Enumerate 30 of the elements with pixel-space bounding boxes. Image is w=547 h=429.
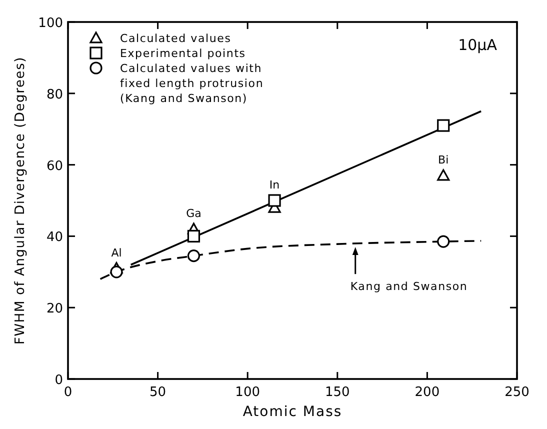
x-tick-label: 0 bbox=[64, 385, 72, 400]
annotation: Ga bbox=[186, 207, 202, 220]
annotation: 10μA bbox=[458, 36, 498, 54]
annotation: In bbox=[269, 178, 280, 192]
y-tick-label: 20 bbox=[46, 302, 63, 317]
point bbox=[268, 194, 281, 207]
y-tick-label: 100 bbox=[38, 16, 63, 31]
point bbox=[437, 169, 450, 181]
point bbox=[437, 235, 450, 248]
y-axis-title: FWHM of Angular Divergence (Degrees) bbox=[13, 56, 28, 345]
x-tick-label: 200 bbox=[414, 385, 440, 400]
x-tick-label: 250 bbox=[504, 385, 530, 400]
x-axis-title: Atomic Mass bbox=[242, 404, 342, 420]
annotation: Al bbox=[111, 246, 122, 260]
x-tick-label: 50 bbox=[150, 385, 166, 400]
x-tick-label: 100 bbox=[235, 385, 260, 400]
point bbox=[437, 119, 450, 132]
y-tick-label: 60 bbox=[46, 158, 63, 174]
annotation: Kang and Swanson bbox=[350, 280, 468, 294]
legend-label: Calculated values bbox=[120, 32, 232, 45]
point bbox=[187, 230, 200, 242]
y-tick-label: 40 bbox=[46, 230, 63, 246]
point bbox=[110, 266, 123, 278]
legend-label: Calculated values with fixed length protrusion (Kang and Swanson) bbox=[120, 62, 264, 105]
y-tick-label: 80 bbox=[46, 87, 63, 102]
y-tick-label: 0 bbox=[54, 373, 63, 388]
point bbox=[187, 250, 200, 262]
x-tick-label: 150 bbox=[324, 385, 350, 400]
annotation: Bi bbox=[438, 154, 449, 167]
legend-label: Experimental points bbox=[120, 47, 246, 60]
